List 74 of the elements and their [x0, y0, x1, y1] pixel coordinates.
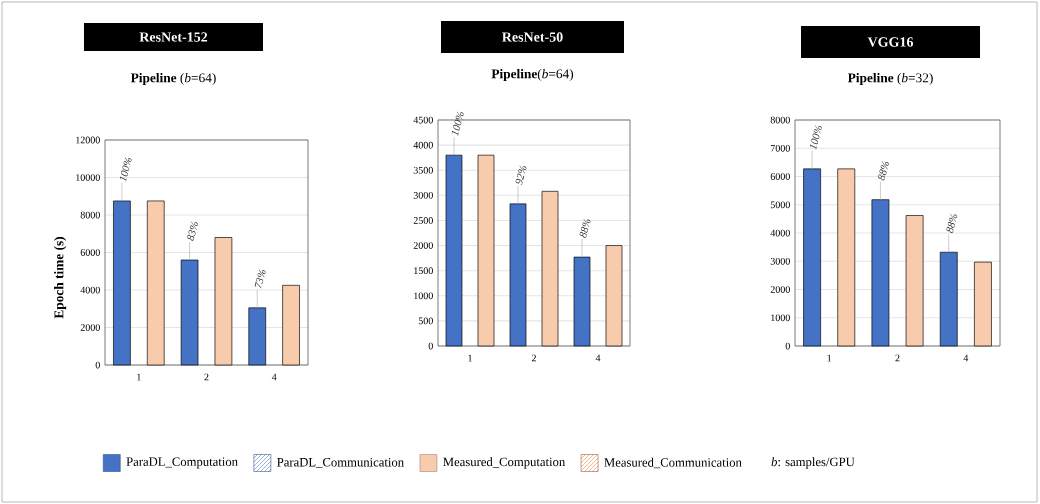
- legend-label: ParaDL_Communication: [277, 458, 404, 469]
- x-tick-label: 2: [204, 373, 209, 381]
- y-tick-label: 10000: [76, 174, 100, 181]
- text: b: samples/GPU: [771, 457, 855, 469]
- y-tick-label: 4000: [770, 229, 790, 237]
- y-tick-label: 8000: [770, 116, 790, 124]
- x-tick-label: 4: [271, 373, 277, 381]
- y-tick-label: 2500: [413, 217, 433, 224]
- annotation: 88%: [878, 161, 889, 181]
- chart-subtitle: Pipeline (b=64): [130, 72, 216, 86]
- y-tick-label: 3500: [413, 166, 433, 174]
- bar: [445, 154, 463, 347]
- annotation: 100%: [810, 125, 822, 150]
- x-tick-label: 1: [468, 354, 472, 362]
- annotation: 88%: [579, 218, 591, 238]
- bar: [541, 190, 559, 347]
- bar: [180, 259, 199, 366]
- bar: [509, 203, 527, 347]
- bar: [837, 168, 856, 347]
- y-tick-label: 3000: [413, 191, 433, 199]
- bar: [974, 261, 992, 347]
- bar: [871, 199, 890, 347]
- y-tick-label: 1500: [414, 267, 433, 275]
- bar: [214, 237, 233, 366]
- chart-title: ResNet-152: [139, 32, 208, 42]
- bar: [573, 256, 591, 347]
- x-tick-label: 2: [895, 354, 900, 362]
- y-tick-label: 0: [95, 361, 100, 369]
- x-tick-label: 1: [827, 354, 832, 362]
- bar: [248, 307, 267, 366]
- y-tick-label: 7000: [770, 144, 790, 152]
- y-tick-label: 2000: [413, 242, 433, 249]
- y-tick-label: 8000: [80, 211, 100, 219]
- y-tick-label: 6000: [770, 173, 790, 180]
- y-tick-label: 6000: [80, 249, 100, 256]
- y-tick-label: 3000: [770, 257, 790, 265]
- bar: [146, 200, 165, 366]
- chart-title: VGG16: [867, 37, 914, 47]
- y-tick-label: 500: [418, 317, 433, 325]
- bar: [939, 251, 958, 347]
- annotation: 83%: [187, 221, 198, 241]
- y-tick-label: 4500: [413, 116, 433, 124]
- y-tick-label: 0: [785, 342, 790, 350]
- y-tick-label: 4000: [80, 286, 100, 294]
- annotation: 88%: [946, 213, 958, 233]
- y-tick-label: 2000: [770, 286, 790, 293]
- legend-label: Measured_Communication: [604, 457, 742, 469]
- y-axis-title: Epoch time (s): [54, 236, 67, 319]
- bar: [905, 215, 924, 347]
- y-tick-label: 5000: [770, 201, 790, 209]
- x-tick-label: 4: [595, 354, 601, 362]
- y-tick-label: 1000: [771, 314, 790, 322]
- x-tick-label: 2: [531, 354, 536, 362]
- y-tick-label: 12000: [76, 136, 100, 144]
- bar: [605, 245, 623, 347]
- legend-label: Measured_Computation: [443, 457, 566, 469]
- annotation: 100%: [119, 157, 132, 182]
- x-tick-label: 1: [137, 373, 141, 381]
- y-tick-label: 1000: [414, 292, 433, 300]
- annotation: 100%: [451, 111, 464, 137]
- chart-title: ResNet-50: [502, 32, 563, 42]
- annotation: 73%: [254, 269, 266, 289]
- bar: [282, 284, 300, 366]
- chart-subtitle: Pipeline (b=32): [847, 72, 933, 86]
- legend-label: ParaDL_Computation: [126, 457, 238, 469]
- y-tick-label: 0: [428, 342, 433, 350]
- annotation: 92%: [515, 165, 527, 185]
- y-tick-label: 4000: [413, 141, 433, 149]
- y-tick-label: 2000: [80, 324, 100, 331]
- chart-subtitle: Pipeline(b=64): [491, 68, 574, 82]
- x-tick-label: 4: [963, 354, 969, 362]
- bar: [477, 154, 495, 347]
- bar: [113, 200, 131, 366]
- bar: [803, 168, 821, 347]
